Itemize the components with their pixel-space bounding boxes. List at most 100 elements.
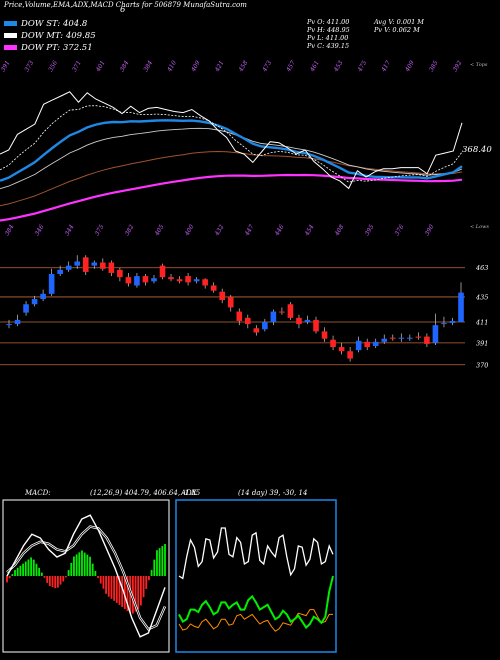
candle-body (407, 337, 413, 339)
ema-chart: 391 373 356 371 401 384 384 410 409 421 458 473 457 4… (0, 59, 464, 238)
candle-body (134, 276, 140, 286)
dow-mt-ema-line (0, 127, 463, 190)
adx-chart (175, 499, 337, 653)
adx-label: ADX (181, 489, 197, 497)
dow-pt-ema-line (0, 173, 463, 222)
candle-body (31, 299, 38, 305)
macd-histogram-bar (142, 576, 145, 598)
macd-values: (12,26,9) 404.79, 406.64, -1.85 (90, 489, 201, 497)
macd-signal-core (6, 526, 166, 630)
candle-body (262, 322, 268, 330)
top-price-label: 421 (213, 60, 225, 74)
macd-histogram-bar (35, 563, 38, 576)
candle-body (424, 336, 430, 344)
candle-body (441, 323, 447, 325)
adx-line (178, 527, 334, 580)
candle-body (176, 279, 183, 282)
candle-body (65, 265, 72, 270)
macd-histogram-bar (129, 576, 132, 614)
bottom-price-label: 384 (4, 223, 16, 237)
candle-body (458, 292, 464, 322)
level-label: 391 (476, 339, 488, 347)
period-number: 6 (120, 5, 126, 15)
top-price-label: 473 (261, 59, 273, 73)
bottom-price-label: 408 (333, 223, 345, 237)
top-price-label: 475 (356, 59, 368, 73)
macd-histogram-bar (145, 576, 148, 589)
candle-body (202, 279, 208, 286)
candle-body (244, 317, 251, 325)
candle-body (159, 265, 166, 278)
top-price-label: 409 (404, 59, 416, 73)
dow-mt-swatch (4, 33, 17, 38)
bottom-price-label: 376 (394, 223, 406, 237)
macd-histogram-bar (150, 569, 153, 576)
candle-body (210, 285, 217, 291)
candlestick-chart: 463 435 411 391 370 (0, 255, 488, 369)
candle-body (108, 262, 115, 273)
macd-histogram-bar (16, 567, 19, 576)
pv-low: Pv L: 411.00 (307, 34, 349, 42)
macd-histogram-bar (126, 576, 129, 612)
current-price-label: 368.40 (462, 145, 492, 155)
top-price-label: 384 (119, 59, 131, 73)
macd-histogram-bar (78, 552, 81, 576)
top-price-label: 453 (332, 59, 344, 73)
candle-body (398, 337, 405, 339)
candle-body (338, 347, 345, 352)
macd-histogram-bar (22, 563, 24, 576)
level-label: 463 (475, 264, 488, 272)
macd-histogram-bar (54, 576, 57, 589)
candle-body (23, 304, 29, 313)
candle-body (347, 351, 353, 359)
top-price-label: 457 (285, 59, 297, 73)
macd-histogram-bar (6, 576, 8, 583)
candle-body (270, 311, 277, 322)
macd-label: MACD: (25, 489, 51, 497)
candle-body (313, 319, 319, 332)
bottom-price-label: 432 (213, 223, 225, 237)
avg-volume: Avg V: 0.001 M (374, 18, 424, 26)
candle-body (100, 262, 106, 269)
macd-histogram-bar (97, 576, 99, 579)
macd-histogram-bar (56, 576, 59, 588)
macd-histogram-bar (139, 576, 142, 606)
top-price-label: 409 (189, 59, 201, 73)
macd-histogram-bar (94, 570, 97, 576)
macd-histogram-bar (81, 550, 83, 576)
candle-body (168, 277, 174, 280)
candle-body (355, 340, 362, 351)
macd-histogram-bar (75, 554, 78, 576)
candle-body (6, 324, 12, 326)
candle-body (219, 291, 226, 301)
dow-pt-value: DOW PT: 372.51 (21, 43, 93, 53)
candle-body (227, 296, 234, 308)
macd-histogram-bar (73, 556, 75, 576)
candle-body (185, 276, 191, 283)
macd-histogram-bar (48, 576, 51, 587)
candle-body (321, 331, 328, 339)
minus-di-line (178, 609, 333, 632)
dow-st-swatch (4, 21, 17, 26)
macd-histogram-bar (46, 576, 49, 583)
macd-histogram-bar (38, 567, 41, 576)
candle-body (57, 269, 63, 274)
top-price-label: 373 (23, 59, 35, 73)
dow-st-legend: DOW ST: 404.8 (4, 19, 87, 29)
candle-body (117, 269, 123, 278)
macd-histogram-bar (102, 576, 105, 589)
candle-body (449, 320, 456, 324)
candle-body (364, 341, 370, 348)
macd-histogram-bar (8, 576, 11, 579)
macd-histogram-bar (161, 546, 164, 576)
candle-body (151, 278, 157, 282)
macd-histogram-bar (99, 576, 102, 584)
macd-histogram-bar (30, 557, 33, 576)
macd-histogram-bar (107, 576, 110, 597)
top-price-label: 356 (47, 59, 59, 73)
macd-histogram-bar (153, 559, 156, 576)
top-price-label: 461 (308, 60, 320, 74)
candle-body (142, 276, 149, 283)
top-price-label: 371 (71, 60, 83, 73)
candle-body (74, 261, 81, 266)
